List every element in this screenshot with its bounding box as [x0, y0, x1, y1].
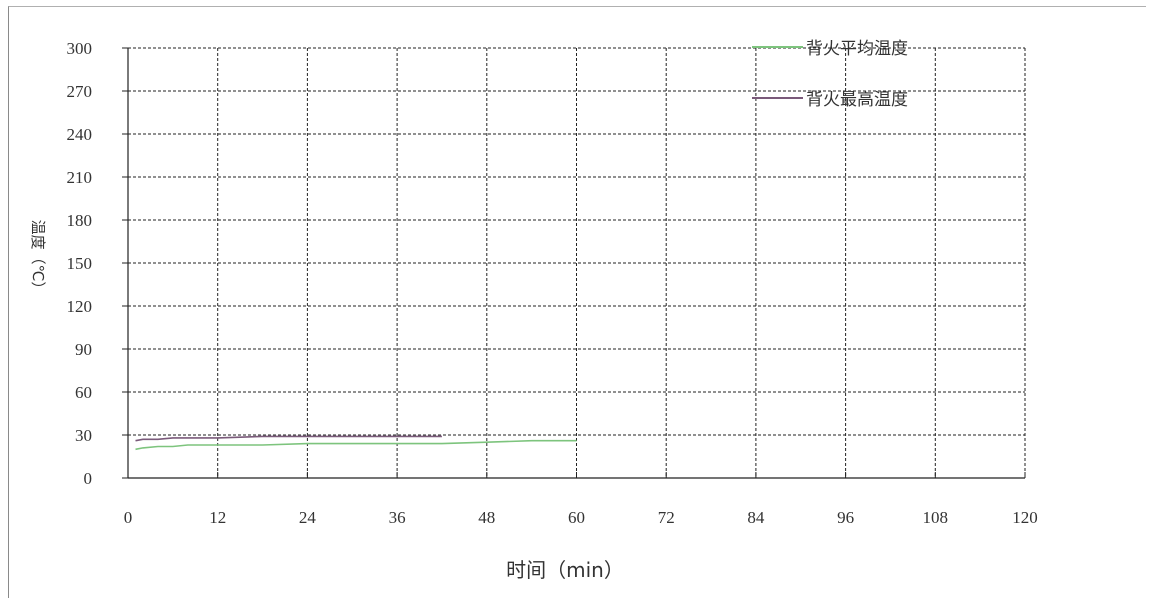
series-lines — [136, 436, 577, 449]
x-tick-label: 0 — [124, 508, 133, 527]
y-tick-label: 180 — [67, 211, 93, 230]
y-tick-label: 0 — [84, 469, 93, 488]
x-tick-label: 48 — [478, 508, 495, 527]
y-tick-label: 60 — [75, 383, 92, 402]
y-tick-label: 120 — [67, 297, 93, 316]
legend: 背火平均温度 背火最高温度 — [752, 39, 908, 110]
y-axis-label: 温度（℃） — [29, 220, 47, 297]
y-tick-label: 300 — [67, 39, 93, 58]
grid-lines — [128, 48, 1025, 478]
x-tick-label: 108 — [923, 508, 949, 527]
x-tick-label: 120 — [1012, 508, 1038, 527]
y-tick-label: 150 — [67, 254, 93, 273]
x-tick-label: 84 — [747, 508, 765, 527]
y-tick-label: 240 — [67, 125, 93, 144]
x-tick-label: 12 — [209, 508, 226, 527]
series-line-max — [136, 436, 442, 440]
x-axis-label: 时间（min） — [506, 558, 624, 582]
x-tick-label: 96 — [837, 508, 854, 527]
x-tick-labels: 0 12 24 36 48 60 72 84 96 108 120 — [124, 508, 1038, 527]
y-tick-label: 210 — [67, 168, 93, 187]
x-tick-label: 24 — [299, 508, 317, 527]
y-tick-labels: 0 30 60 90 120 150 180 210 240 270 300 — [67, 39, 93, 488]
series-line-average — [136, 441, 577, 450]
x-tick-label: 36 — [389, 508, 406, 527]
x-tick-label: 60 — [568, 508, 585, 527]
legend-label-max: 背火最高温度 — [806, 90, 908, 110]
y-tick-label: 90 — [75, 340, 92, 359]
legend-label-average: 背火平均温度 — [806, 39, 908, 59]
x-tick-label: 72 — [658, 508, 675, 527]
y-tick-label: 30 — [75, 426, 92, 445]
y-tick-label: 270 — [67, 82, 93, 101]
